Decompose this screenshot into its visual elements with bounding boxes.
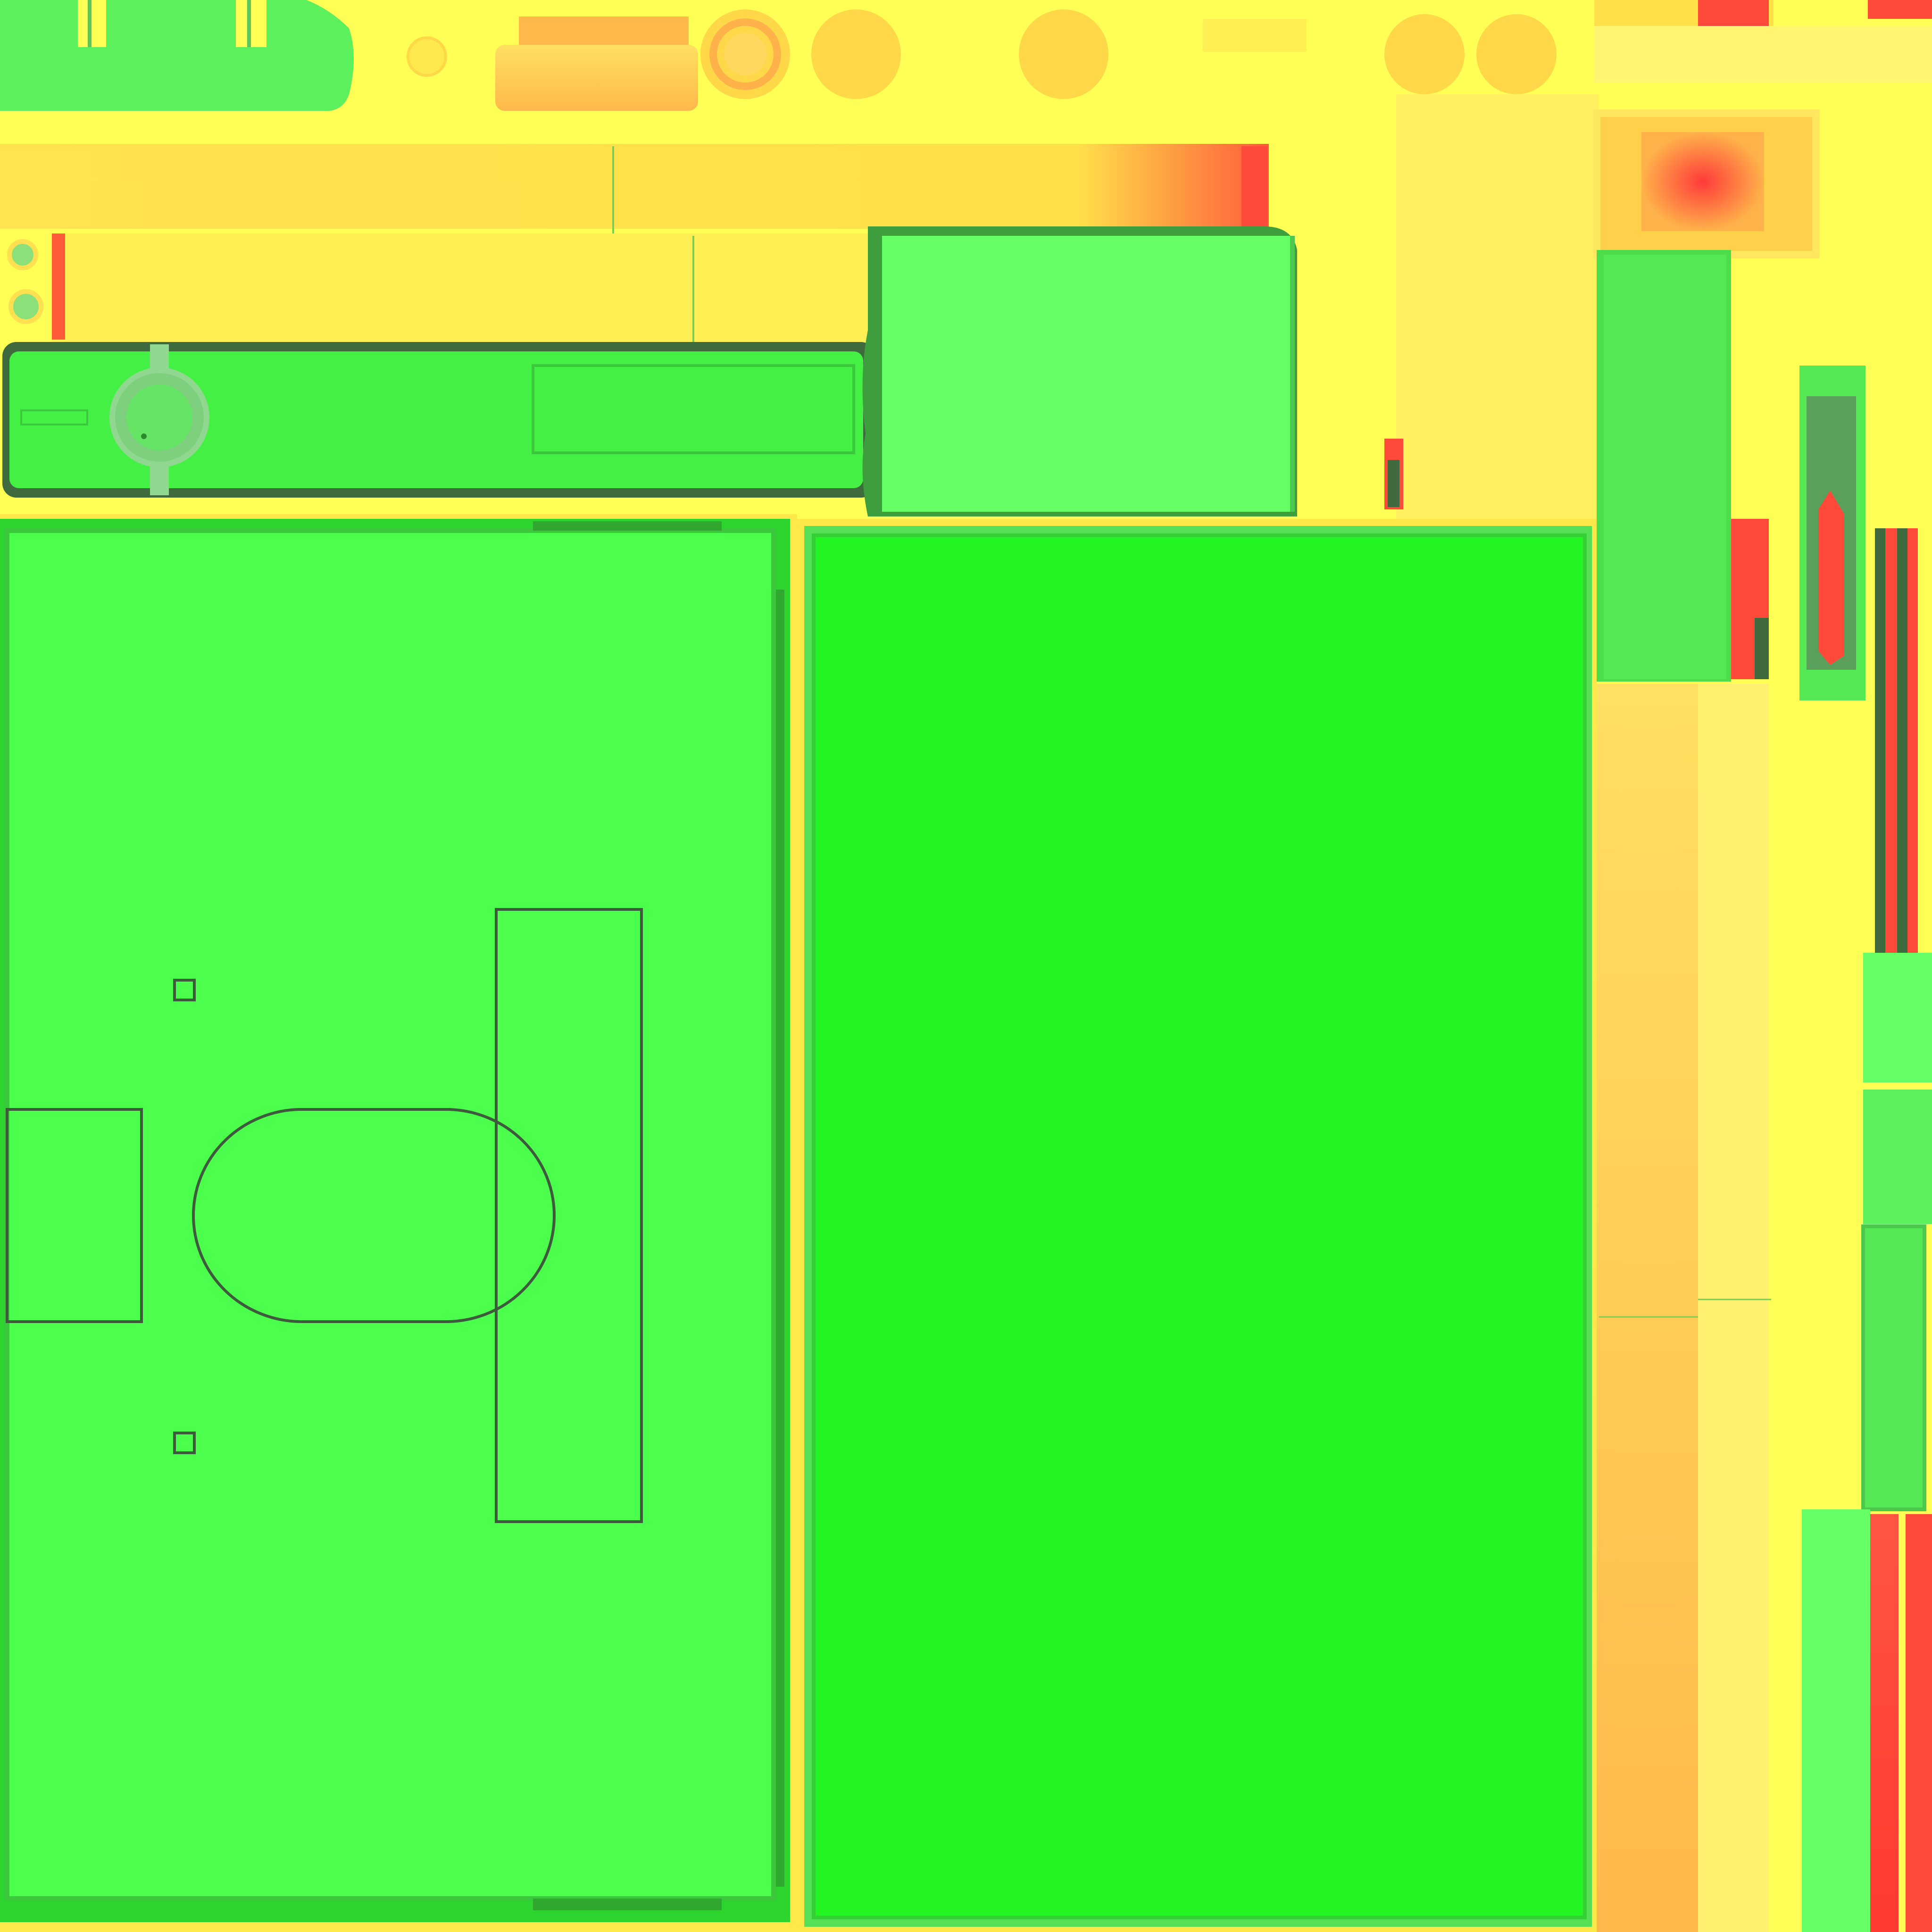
top-right-pale-bar (1594, 26, 1932, 83)
ring-icon-core (724, 33, 766, 75)
top-right-red-block (1698, 0, 1769, 26)
red-notch (1241, 146, 1267, 226)
top-left-green-block (0, 0, 354, 111)
dark-stripe (1875, 528, 1885, 953)
bright-panel (797, 519, 1597, 1932)
tall-green-slot-face (1604, 255, 1726, 679)
field-panel-bottom-ticks (533, 1899, 722, 1910)
small-green-dot (7, 239, 38, 270)
green-tile (1861, 1224, 1926, 1511)
dial-dot (141, 433, 147, 439)
ring-icon-inner (709, 18, 781, 90)
small-green-dot (8, 289, 43, 324)
red-gauge-needle (1818, 491, 1844, 665)
orange-column (1597, 684, 1698, 1932)
circle-icon (1019, 9, 1108, 99)
bottom-green-tile (1802, 1509, 1870, 1932)
goal-box (6, 1108, 143, 1323)
dark-stripe (1897, 528, 1907, 953)
tall-box (495, 908, 643, 1523)
green-tile (1863, 953, 1932, 1083)
slider-label-slot (20, 409, 88, 425)
small-dark-tab (1388, 460, 1399, 507)
marker-square (173, 979, 196, 1001)
dial-icon-inner (126, 384, 192, 450)
upper-green-panel-face (882, 236, 1292, 512)
top-strip (0, 0, 1932, 111)
red-stripe (1885, 528, 1897, 953)
field-panel-top-ticks (533, 521, 722, 531)
top-orange-base (495, 45, 698, 111)
field-panel-side-ticks (776, 590, 784, 1887)
marker-square (173, 1432, 196, 1454)
center-capsule (192, 1108, 556, 1323)
slider-bar (2, 342, 875, 498)
bottom-red-strip (1870, 1514, 1899, 1932)
circle-icon (1476, 14, 1557, 94)
field-panel-face (5, 528, 776, 1901)
top-left-notch-2 (236, 0, 266, 47)
top-left-notch-1 (78, 0, 106, 47)
bottom-red-strip-2 (1906, 1514, 1932, 1932)
field-panel (0, 514, 797, 1932)
upper-bar-row (0, 144, 1269, 342)
circle-icon (811, 9, 901, 99)
top-orange-block (519, 17, 689, 45)
top-right-red-corner (1868, 0, 1932, 19)
mid-yellow-bar (52, 233, 877, 342)
red-stripe (1907, 528, 1918, 953)
red-indicator (1641, 132, 1764, 231)
dark-side-strip (1755, 618, 1769, 679)
right-column (1384, 94, 1932, 1932)
field-markings (6, 908, 643, 1523)
green-tile (1863, 1090, 1932, 1224)
right-yellow-column (1396, 94, 1599, 519)
pale-column (1698, 684, 1769, 1932)
upper-green-panel (862, 146, 1297, 516)
slider-window (532, 364, 855, 454)
circle-icon (1384, 14, 1465, 94)
top-flat-strip (1203, 19, 1307, 52)
long-yellow-bar (0, 144, 1269, 229)
screw-icon (407, 36, 447, 77)
bright-panel-face (812, 533, 1587, 1919)
red-side-edge (52, 233, 65, 340)
